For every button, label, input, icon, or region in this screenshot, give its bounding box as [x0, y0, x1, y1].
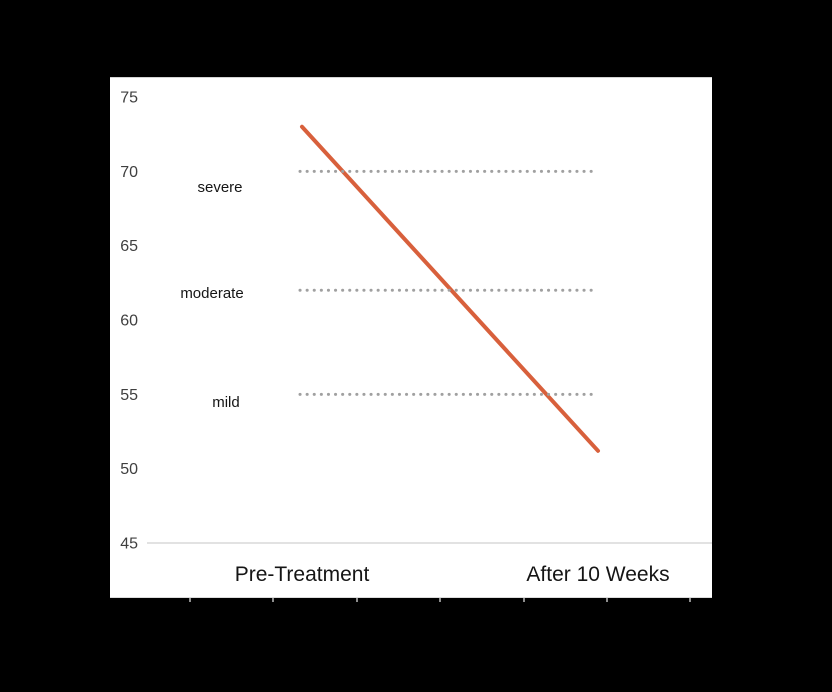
line-chart: severe moderate mild 75 70 65 60 55 50 45 Pre-Trea…: [120, 90, 712, 586]
gridline-tick: [689, 598, 692, 602]
y-tick-label: 75: [120, 90, 138, 107]
y-tick-label: 45: [120, 536, 138, 553]
trend-line: [300, 124, 600, 453]
x-category-label: Pre-Treatment: [235, 563, 370, 586]
gridline-tick: [606, 598, 608, 602]
chart-area: severe moderate mild 75 70 65 60 55 50 45 Pre-Trea…: [110, 77, 712, 598]
y-tick-label: 55: [120, 387, 138, 404]
y-tick-label: 70: [120, 164, 138, 181]
gridline-tick: [189, 598, 191, 602]
threshold-label-severe: severe: [197, 179, 242, 196]
gridline-tick: [439, 598, 442, 602]
threshold-label-mild: mild: [212, 394, 240, 411]
gridline-tick: [355, 598, 358, 602]
x-category-label: After 10 Weeks: [526, 563, 669, 586]
gridline-tick: [522, 598, 525, 602]
gridline-tick: [272, 598, 275, 602]
threshold-label-moderate: moderate: [180, 285, 243, 302]
y-tick-label: 60: [120, 313, 138, 330]
y-tick-label: 50: [120, 461, 138, 478]
y-tick-label: 65: [120, 238, 138, 255]
spreadsheet-gridline-ticks: [110, 598, 712, 603]
